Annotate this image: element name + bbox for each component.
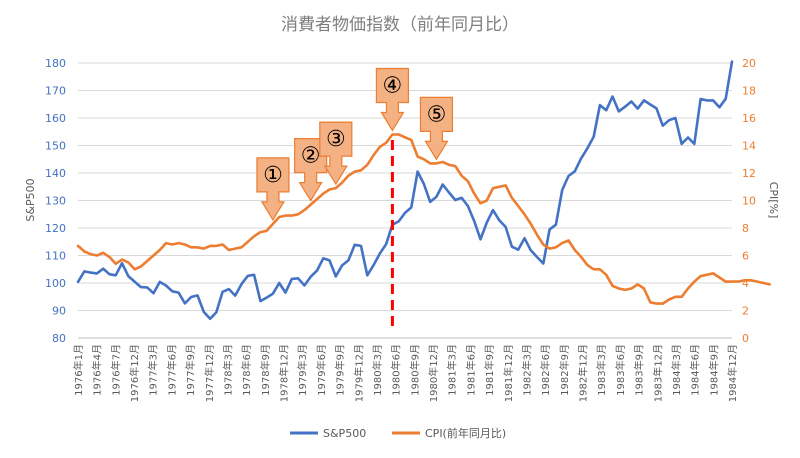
x-tick-label: 1984年3月 bbox=[670, 344, 683, 396]
x-tick-label: 1984年12月 bbox=[726, 344, 739, 402]
x-tick-label: 1976年12月 bbox=[128, 344, 141, 402]
x-tick-label: 1983年9月 bbox=[633, 344, 646, 396]
left-y-axis: 80 90 100 110 120 130 140 150 160 170 180 bbox=[45, 57, 66, 345]
x-tick-label: 1982年6月 bbox=[539, 344, 552, 396]
y-tick-left: 130 bbox=[45, 195, 66, 208]
annotation-arrow bbox=[256, 157, 290, 222]
x-tick-label: 1980年6月 bbox=[390, 344, 403, 396]
x-tick-label: 1980年9月 bbox=[408, 344, 421, 396]
x-tick-label: 1977年12月 bbox=[203, 344, 216, 402]
chart-title: 消費者物価指数（前年同月比） bbox=[281, 15, 519, 35]
annotation-arrows: ①②③ ④⑤ bbox=[256, 67, 454, 222]
x-tick-label: 1982年3月 bbox=[520, 344, 533, 396]
y-tick-left: 80 bbox=[52, 332, 66, 345]
x-tick-label: 1979年3月 bbox=[296, 344, 309, 396]
x-tick-label: 1983年6月 bbox=[614, 344, 627, 396]
x-tick-label: 1984年6月 bbox=[689, 344, 702, 396]
legend-label-cpi: CPI(前年同月比) bbox=[425, 426, 506, 440]
annotation-arrow bbox=[419, 96, 454, 161]
y-tick-right: 18 bbox=[742, 85, 756, 98]
y-tick-left: 120 bbox=[45, 222, 66, 235]
right-y-axis: 0 2 4 6 8 10 12 14 16 18 20 bbox=[742, 57, 756, 345]
x-axis: 1976年1月 1976年4月 1976年7月 1976年12月 1977年3月 1977… bbox=[72, 344, 739, 402]
legend-label-sp500: S&P500 bbox=[323, 427, 366, 440]
y-tick-right: 0 bbox=[742, 332, 749, 345]
x-tick-label: 1978年6月 bbox=[240, 344, 253, 396]
x-tick-label: 1981年3月 bbox=[446, 344, 459, 396]
x-tick-label: 1979年6月 bbox=[315, 344, 328, 396]
y-tick-left: 100 bbox=[45, 277, 66, 290]
y-tick-right: 14 bbox=[742, 140, 756, 153]
annotation-label: ④ bbox=[383, 74, 403, 99]
x-tick-label: 1984年9月 bbox=[707, 344, 720, 396]
x-tick-label: 1982年9月 bbox=[558, 344, 571, 396]
x-tick-label: 1983年3月 bbox=[595, 344, 608, 396]
y-axis-left-label: S&P500 bbox=[24, 178, 37, 221]
y-tick-right: 12 bbox=[742, 167, 756, 180]
x-tick-label: 1978年3月 bbox=[221, 344, 234, 396]
x-tick-label: 1977年9月 bbox=[184, 344, 197, 396]
annotation-label: ① bbox=[263, 163, 283, 188]
x-tick-label: 1983年12月 bbox=[651, 344, 664, 402]
x-tick-label: 1980年12月 bbox=[427, 344, 440, 402]
y-tick-left: 150 bbox=[45, 140, 66, 153]
y-tick-left: 160 bbox=[45, 112, 66, 125]
y-tick-right: 2 bbox=[742, 305, 749, 318]
series-line-cpi bbox=[76, 133, 772, 305]
y-tick-left: 140 bbox=[45, 167, 66, 180]
y-tick-left: 110 bbox=[45, 250, 66, 263]
y-tick-right: 20 bbox=[742, 57, 756, 70]
y-tick-right: 8 bbox=[742, 222, 749, 235]
x-tick-label: 1982年12月 bbox=[577, 344, 590, 402]
x-tick-label: 1977年3月 bbox=[147, 344, 160, 396]
series-line-sp500 bbox=[76, 60, 734, 321]
x-tick-label: 1978年12月 bbox=[278, 344, 291, 402]
x-tick-label: 1979年9月 bbox=[334, 344, 347, 396]
x-tick-label: 1979年12月 bbox=[352, 344, 365, 402]
y-tick-right: 16 bbox=[742, 112, 756, 125]
y-tick-left: 180 bbox=[45, 57, 66, 70]
x-tick-label: 1981年6月 bbox=[464, 344, 477, 396]
y-tick-right: 6 bbox=[742, 250, 749, 263]
y-tick-left: 90 bbox=[52, 305, 66, 318]
series-lines bbox=[76, 60, 772, 321]
annotation-label: ⑤ bbox=[427, 102, 447, 127]
annotation-label: ② bbox=[301, 144, 321, 169]
x-tick-label: 1978年9月 bbox=[259, 344, 272, 396]
x-tick-label: 1981年12月 bbox=[502, 344, 515, 402]
legend: S&P500 CPI(前年同月比) bbox=[290, 426, 506, 440]
x-tick-label: 1977年6月 bbox=[165, 344, 178, 396]
annotation-arrow bbox=[375, 67, 410, 132]
annotation-label: ③ bbox=[326, 127, 346, 152]
y-tick-right: 10 bbox=[742, 195, 756, 208]
x-tick-label: 1976年7月 bbox=[109, 344, 122, 396]
x-tick-label: 1980年3月 bbox=[371, 344, 384, 396]
x-tick-label: 1976年4月 bbox=[91, 344, 104, 396]
y-tick-right: 4 bbox=[742, 277, 749, 290]
x-tick-label: 1981年9月 bbox=[483, 344, 496, 396]
x-tick-label: 1976年1月 bbox=[72, 344, 85, 396]
y-tick-left: 170 bbox=[45, 85, 66, 98]
annotation-arrow bbox=[319, 121, 353, 186]
y-axis-right-label: CPI[%] bbox=[767, 182, 780, 219]
